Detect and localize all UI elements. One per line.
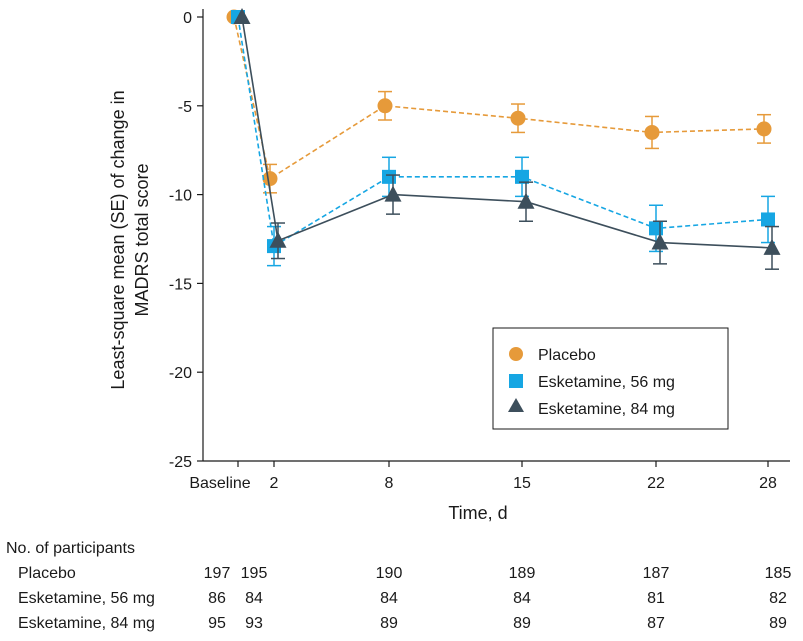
plot-series xyxy=(226,8,781,270)
legend-marker-esketamine-84 xyxy=(508,398,524,412)
legend-label-esketamine-84: Esketamine, 84 mg xyxy=(538,401,675,418)
data-point xyxy=(517,192,535,209)
participants-cell: 84 xyxy=(380,590,398,607)
y-tick-label: -10 xyxy=(169,188,192,205)
data-point xyxy=(269,231,287,248)
y-axis-title-line2: MADRS total score xyxy=(132,163,152,316)
legend-marker-placebo xyxy=(509,347,523,361)
series-line xyxy=(237,16,769,248)
participants-cell: 84 xyxy=(513,590,531,607)
participants-cell: 195 xyxy=(241,565,268,582)
y-tick-label: -20 xyxy=(169,365,192,382)
y-tick-label: -5 xyxy=(178,99,192,116)
x-tick-label: 28 xyxy=(759,475,777,492)
participants-cell: 95 xyxy=(208,615,226,632)
data-point xyxy=(377,98,393,114)
data-point xyxy=(384,185,402,202)
y-axis-title-line1: Least-square mean (SE) of change in xyxy=(108,90,128,389)
participants-cell: 89 xyxy=(380,615,398,632)
y-tick-label: -25 xyxy=(169,454,192,471)
data-point xyxy=(651,233,669,250)
participants-cell: 82 xyxy=(769,590,787,607)
y-tick-label: -15 xyxy=(169,276,192,293)
data-point xyxy=(382,169,396,184)
legend-marker-esketamine-56 xyxy=(509,374,523,388)
legend: Placebo Esketamine, 56 mg Esketamine, 84… xyxy=(492,327,729,430)
data-point xyxy=(649,221,663,236)
legend-label-placebo: Placebo xyxy=(538,347,596,364)
data-point xyxy=(262,171,278,187)
data-point xyxy=(756,121,772,137)
participants-cell: 93 xyxy=(245,615,263,632)
participants-table-cells: 197 195 190 189 187 185 86 84 84 84 81 82 95 93 89 89 87… xyxy=(204,565,792,632)
participants-cell: 87 xyxy=(647,615,665,632)
series-line xyxy=(241,16,773,249)
data-point xyxy=(510,110,526,126)
x-tick-label: Baseline xyxy=(189,475,250,492)
data-point xyxy=(515,169,529,184)
participants-cell: 86 xyxy=(208,590,226,607)
x-tick-label: 22 xyxy=(647,475,665,492)
data-point xyxy=(644,124,660,140)
participants-cell: 185 xyxy=(765,565,792,582)
series-1 xyxy=(226,9,772,194)
legend-label-esketamine-56: Esketamine, 56 mg xyxy=(538,374,675,391)
participants-cell: 89 xyxy=(769,615,787,632)
x-tick-label: 2 xyxy=(270,475,279,492)
participants-cell: 190 xyxy=(376,565,403,582)
participants-table: No. of participants Placebo Esketamine, … xyxy=(6,540,791,632)
participants-cell: 89 xyxy=(513,615,531,632)
data-point xyxy=(763,238,781,255)
data-point xyxy=(233,8,251,24)
participants-table-title: No. of participants xyxy=(6,540,135,557)
x-axis-title: Time, d xyxy=(448,503,507,523)
participants-row-label-esketamine-56: Esketamine, 56 mg xyxy=(18,590,155,607)
x-tick-label: 15 xyxy=(513,475,531,492)
participants-row-label-placebo: Placebo xyxy=(18,565,76,582)
data-point xyxy=(761,212,775,227)
participants-row-label-esketamine-84: Esketamine, 84 mg xyxy=(18,615,155,632)
x-tick-label: 8 xyxy=(385,475,394,492)
series-line xyxy=(233,16,765,180)
participants-cell: 187 xyxy=(643,565,670,582)
participants-cell: 81 xyxy=(647,590,665,607)
series-3 xyxy=(233,8,781,270)
participants-cell: 84 xyxy=(245,590,263,607)
legend-box xyxy=(492,327,729,430)
participants-cell: 189 xyxy=(509,565,536,582)
y-tick-label: 0 xyxy=(183,10,192,27)
participants-cell: 197 xyxy=(204,565,231,582)
